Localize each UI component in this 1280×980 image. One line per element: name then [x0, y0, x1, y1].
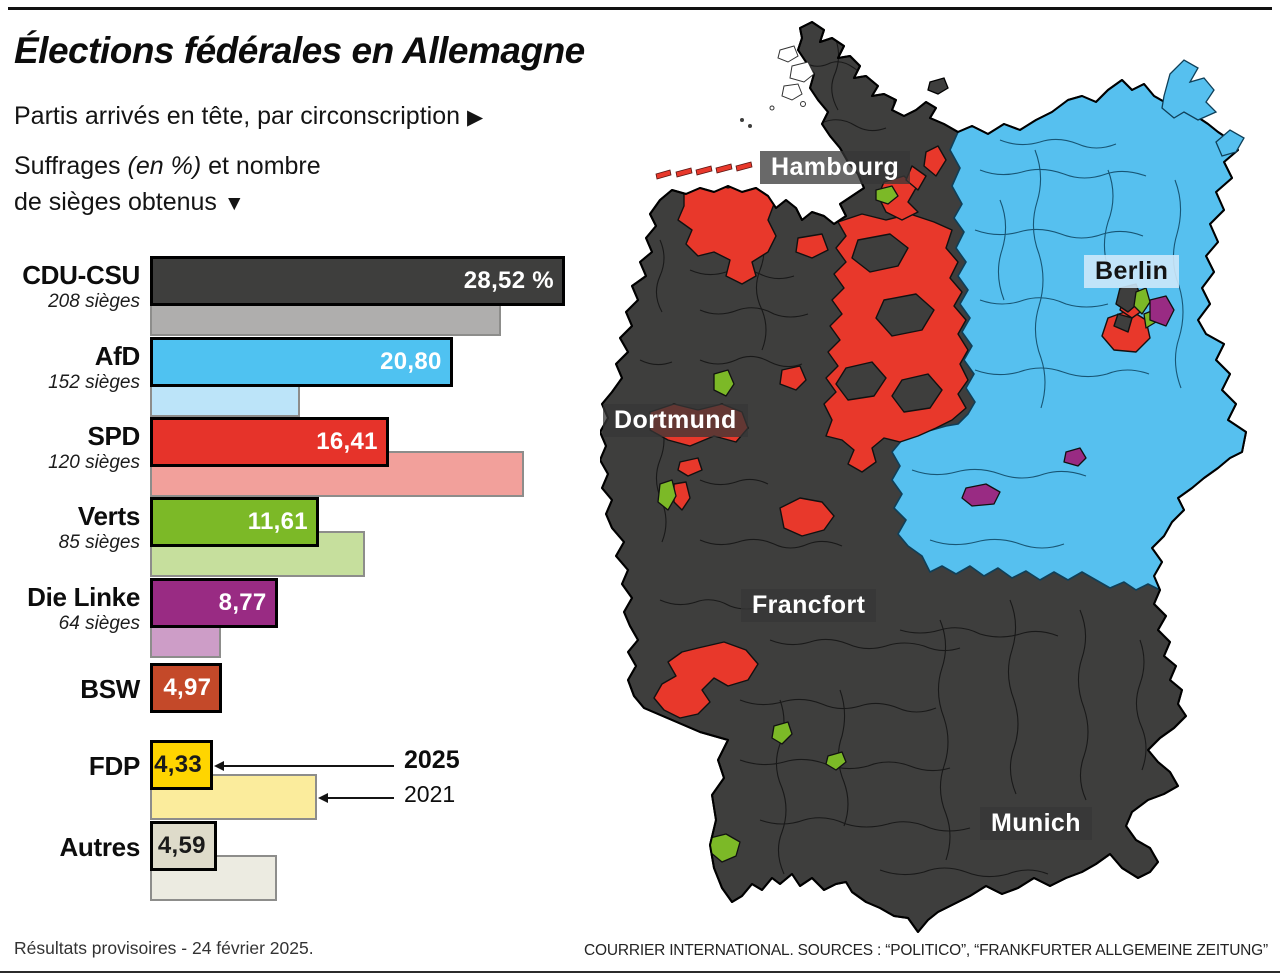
- subtitle-bars: Suffrages (en %) et nombre de sièges obt…: [14, 148, 321, 222]
- legend-2025: 2025: [404, 746, 460, 774]
- party-seats: 64 sièges: [58, 613, 140, 634]
- chart-row-Die Linke: Die Linke 64 sièges 8,77: [0, 578, 640, 660]
- party-seats: 85 sièges: [58, 532, 140, 553]
- arrowhead-2025-icon: [214, 761, 224, 771]
- party-seats: 120 sièges: [48, 452, 140, 473]
- city-label-munich: Munich: [980, 807, 1092, 840]
- bar-2025: 4,59: [150, 821, 217, 871]
- legend-2021: 2021: [404, 781, 456, 807]
- bar-value: 4,59: [157, 832, 206, 859]
- city-label-dortmund: Dortmund: [603, 404, 748, 437]
- arrow-line-2025: [224, 765, 394, 767]
- party-seats: 208 sièges: [48, 291, 140, 312]
- page-title: Élections fédérales en Allemagne: [14, 30, 585, 71]
- subtitle-bars-em: (en %): [127, 152, 202, 180]
- party-label: FDP: [88, 751, 140, 781]
- chart-row-BSW: BSW 4,97: [0, 663, 640, 745]
- fehmarn-island: [927, 77, 949, 95]
- bar-value: 28,52 %: [463, 267, 554, 294]
- bar-2025: 4,33: [150, 740, 213, 790]
- bar-value: 16,41: [316, 428, 378, 455]
- subtitle-map-text: Partis arrivés en tête, par circonscript…: [14, 102, 461, 130]
- chart-row-SPD: SPD 120 sièges 16,41: [0, 417, 640, 499]
- north-frisian-islands: [769, 45, 815, 111]
- chart-row-Autres: Autres 4,59: [0, 821, 640, 903]
- bar-value: 20,80: [380, 348, 442, 375]
- chart-row-AfD: AfD 152 sièges 20,80: [0, 337, 640, 419]
- small-north-islets: [740, 118, 752, 128]
- party-label: Verts: [77, 501, 140, 531]
- chart-row-Verts: Verts 85 sièges 11,61: [0, 497, 640, 579]
- bar-chart: CDU-CSU 208 sièges 28,52 % AfD 152 sièges 20,…: [0, 256, 640, 903]
- footer-source: COURRIER INTERNATIONAL. SOURCES : “POLIT…: [584, 942, 1268, 959]
- bar-value: 4,97: [163, 674, 212, 701]
- bar-2025: 11,61: [150, 497, 319, 547]
- germany-outline: [600, 21, 1247, 933]
- bar-2025: 20,80: [150, 337, 453, 387]
- party-label: SPD: [87, 421, 140, 451]
- party-label: Autres: [59, 832, 140, 862]
- chart-row-CDU-CSU: CDU-CSU 208 sièges 28,52 %: [0, 256, 640, 338]
- bar-value: 11,61: [247, 508, 308, 535]
- arrowhead-2021-icon: [318, 793, 328, 803]
- arrow-line-2021: [328, 797, 394, 799]
- subtitle-bars-pre: Suffrages: [14, 152, 128, 180]
- bar-2025: 28,52 %: [150, 256, 565, 306]
- bar-2025: 8,77: [150, 578, 278, 628]
- down-arrow-icon: ▼: [223, 192, 245, 215]
- party-label: AfD: [94, 341, 141, 371]
- city-label-hambourg: Hambourg: [760, 151, 911, 184]
- subtitle-bars-post: et nombre: [201, 152, 321, 180]
- city-label-berlin: Berlin: [1084, 255, 1180, 288]
- footer-note: Résultats provisoires - 24 février 2025.: [14, 938, 314, 958]
- subtitle-bars-line2: de sièges obtenus: [14, 188, 217, 216]
- bar-value: 4,33: [154, 751, 202, 778]
- bar-2025: 16,41: [150, 417, 389, 467]
- bar-value: 8,77: [218, 589, 267, 616]
- baltic-islands: [1161, 59, 1245, 157]
- east-frisian-islands: [655, 161, 753, 180]
- party-label: BSW: [80, 674, 140, 704]
- party-label: Die Linke: [27, 582, 140, 612]
- party-seats: 152 sièges: [48, 372, 140, 393]
- party-label: CDU-CSU: [22, 260, 140, 290]
- right-arrow-icon: ▶: [466, 106, 484, 129]
- germany-constituency-map: [600, 21, 1247, 933]
- top-rule: [8, 7, 1272, 10]
- city-label-francfort: Francfort: [741, 589, 877, 622]
- subtitle-map: Partis arrivés en tête, par circonscript…: [14, 102, 483, 131]
- bar-2025: 4,97: [150, 663, 223, 713]
- districts-linke: [961, 295, 1175, 507]
- chart-row-FDP: FDP 4,33: [0, 740, 640, 822]
- bottom-rule: [0, 971, 1280, 973]
